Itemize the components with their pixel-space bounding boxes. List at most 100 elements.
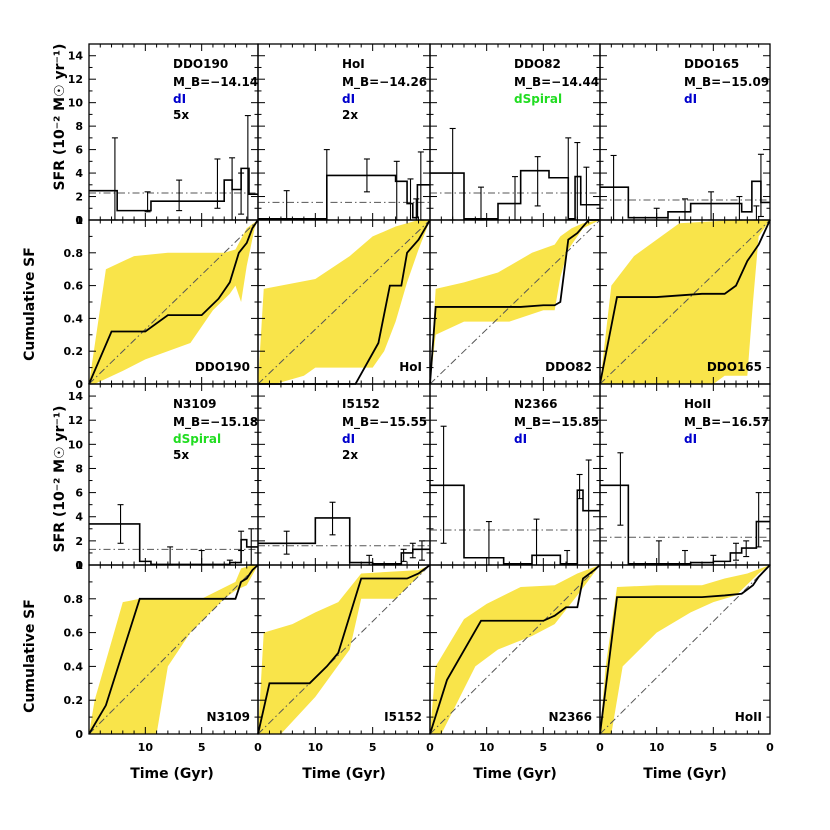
constant-sf-reference (88, 219, 259, 385)
sfr-error-bar (176, 179, 183, 212)
cum-galaxy-label: DDO190 (195, 360, 250, 374)
cum-tick-label: 0.8 (64, 593, 84, 606)
cumulative-sf-line (88, 564, 259, 735)
sfr-histogram (258, 174, 430, 220)
cumulative-sf-line (599, 219, 771, 385)
xlabel-col-3: Time (Gyr) (473, 766, 557, 782)
sfr-error-bar (682, 198, 688, 221)
cum-tick-label: 0.4 (64, 660, 84, 673)
galaxy-panel-n2366: 10 5 0 N2366 M_B=−15.85 dI N2366 (429, 383, 604, 754)
uncertainty-band (600, 565, 770, 734)
sfr-error-bar (329, 501, 336, 536)
sfr-ylabel-bottom: SFR (10⁻² M☉ yr⁻¹) (52, 406, 68, 553)
cum-tick-label: 1 (75, 214, 83, 227)
sfr-histogram (89, 167, 258, 212)
sfr-error-bar (534, 156, 541, 207)
ticks (89, 44, 258, 384)
galaxy-name: HoII (684, 397, 711, 411)
sfr-histogram (89, 523, 258, 566)
sfr-tick-label: 12 (68, 414, 83, 427)
cum-tick-label: 1 (75, 559, 83, 572)
sfr-tick-label: 6 (75, 487, 83, 500)
x-tick-label: 10 (308, 741, 324, 754)
sfr-error-bar (409, 542, 416, 559)
sfr-error-bar (417, 151, 424, 221)
sfr-error-bar (440, 425, 447, 544)
cum-tick-label: 0.8 (64, 247, 84, 260)
constant-sf-reference (429, 564, 601, 735)
sfr-error-bar (400, 548, 407, 562)
sfr-error-bar (449, 127, 456, 221)
constant-sf-reference (429, 219, 601, 385)
sfr-error-bar (585, 459, 592, 566)
absolute-magnitude: M_B=−16.57 (684, 415, 769, 430)
galaxy-panel-ddo82: DDO82 M_B=−14.44 dSpiral DDO82 (429, 43, 601, 385)
morphology-label: dI (514, 432, 527, 446)
xlabel-col-2: Time (Gyr) (302, 766, 386, 782)
galaxy-name: DDO165 (684, 57, 739, 71)
sfr-panel-frame (429, 383, 601, 566)
galaxy-panel-i5152: 10 5 0 I5152 M_B=−15.55 dI 2x I5152 (257, 383, 434, 754)
cum-tick-label: 0.6 (64, 627, 84, 640)
axis-titles-layer: SFR (10⁻² M☉ yr⁻¹) Cumulative SF SFR (10… (22, 44, 727, 782)
sfr-tick-label: 10 (68, 438, 84, 451)
sfr-error-bar (363, 158, 370, 193)
constant-sf-reference (88, 564, 259, 735)
sfr-error-bar (617, 452, 624, 526)
sfr-tick-label: 12 (68, 73, 83, 86)
sfr-error-bar (682, 549, 688, 566)
galaxy-name: N2366 (514, 397, 557, 411)
ticks (600, 384, 770, 734)
cum-galaxy-label: DDO82 (545, 360, 592, 374)
cum-tick-label: 0.4 (64, 312, 84, 325)
sfr-error-bar (533, 518, 540, 566)
galaxy-panel-ddo165: DDO165 M_B=−15.09 dI DDO165 (599, 43, 771, 385)
sfr-tick-label: 8 (75, 462, 83, 475)
scale-factor: 5x (173, 448, 189, 462)
absolute-magnitude: M_B=−14.14 (173, 75, 258, 90)
ticks (600, 44, 770, 384)
sfr-tick-label: 10 (68, 97, 84, 110)
sfr-error-bar (238, 172, 245, 215)
sfr-tick-label: 4 (75, 511, 83, 524)
cum-tick-label: 0.6 (64, 280, 84, 293)
ticks (258, 384, 430, 734)
x-tick-label: 0 (426, 741, 434, 754)
sfr-error-bar (283, 190, 290, 221)
x-tick-label: 0 (596, 741, 604, 754)
sfr-error-bar (583, 166, 590, 221)
cumulative-sf-line (429, 564, 601, 735)
cum-tick-label: 0.2 (64, 345, 84, 358)
sfr-tick-label: 6 (75, 144, 83, 157)
cum-galaxy-label: HoII (735, 710, 762, 724)
sfr-tick-label: 8 (75, 120, 83, 133)
sfr-panel-frame (88, 383, 259, 566)
galaxy-panel-hoi: HoI M_B=−14.26 dI 2x HoI (257, 43, 431, 385)
galaxy-panel-n3109: 0 2 4 6 8 10 12 14 0 0.2 0.4 0.6 0.8 1 10 5 0 N3109 M_B=−1… (64, 383, 262, 754)
xlabel-col-1: Time (Gyr) (130, 766, 214, 782)
sfr-ylabel-top: SFR (10⁻² M☉ yr⁻¹) (52, 44, 68, 191)
sfr-panel-frame (257, 383, 431, 566)
cumulative-sf-line (599, 564, 771, 735)
sfr-histogram (258, 517, 430, 565)
ticks (89, 384, 258, 734)
sfr-error-bar (512, 176, 518, 221)
sfr-error-bar (418, 540, 425, 561)
sfr-tick-label: 4 (75, 167, 83, 180)
cumulative-sf-line (88, 219, 259, 385)
galaxy-name: DDO190 (173, 57, 228, 71)
sfr-error-bar (214, 158, 221, 209)
sfr-error-bar (733, 542, 739, 561)
absolute-magnitude: M_B=−14.44 (514, 75, 599, 90)
morphology-label: dI (173, 92, 186, 106)
morphology-label: dI (684, 92, 697, 106)
sfr-tick-label: 14 (68, 50, 84, 63)
constant-sf-reference (257, 564, 431, 735)
cum-ylabel-bottom: Cumulative SF (22, 599, 38, 713)
cum-galaxy-label: DDO165 (707, 360, 762, 374)
x-tick-label: 0 (254, 741, 262, 754)
sfr-histogram (600, 180, 770, 219)
sfr-error-bar (755, 492, 762, 548)
sfr-error-bar (283, 530, 290, 555)
cum-ylabel-top: Cumulative SF (22, 247, 38, 361)
